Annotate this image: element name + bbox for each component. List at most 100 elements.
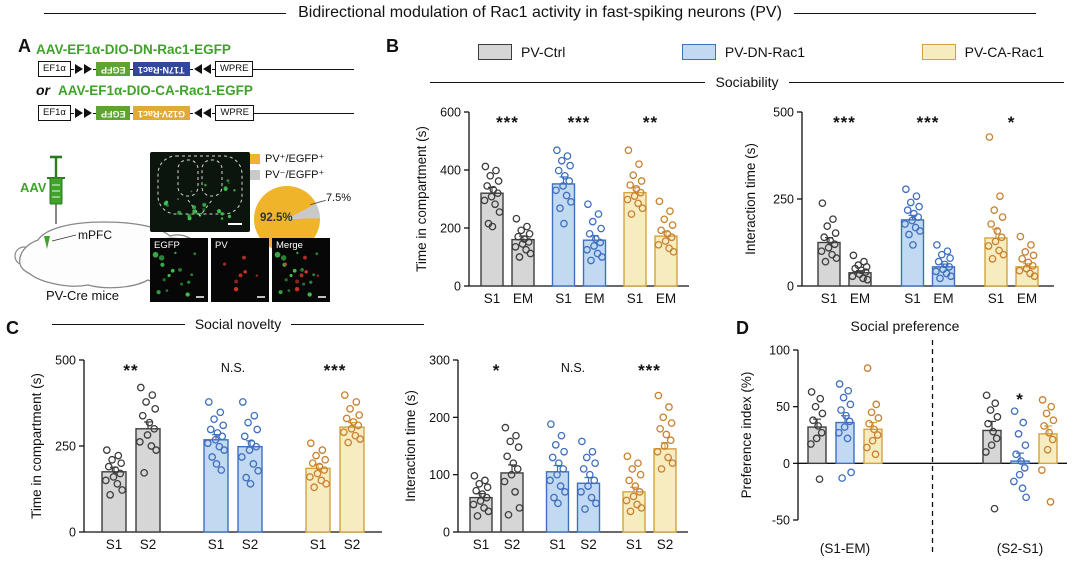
legend-swatch-ctrl [478, 44, 512, 60]
svg-text:EM: EM [850, 291, 870, 306]
novelty-title: Social novelty [194, 316, 282, 332]
svg-text:EM: EM [1017, 291, 1037, 306]
lox-site-icon [193, 108, 213, 118]
section-header-sociability: Sociability [430, 74, 1064, 90]
lox-site-icon [73, 108, 93, 118]
svg-text:**: ** [123, 361, 138, 380]
figure-title: Bidirectional modulation of Rac1 activit… [298, 4, 782, 21]
micrograph-row: EGFP PV Merge [150, 238, 330, 302]
svg-text:200: 200 [440, 222, 461, 236]
construct-gene-box: EGFP [95, 105, 131, 121]
svg-text:Interaction time (s): Interaction time (s) [743, 143, 758, 255]
svg-text:(S1-EM): (S1-EM) [820, 541, 870, 556]
svg-text:S1: S1 [484, 291, 501, 306]
svg-text:250: 250 [55, 440, 76, 454]
svg-text:S2: S2 [344, 537, 361, 552]
svg-text:S1: S1 [821, 291, 838, 306]
svg-text:0: 0 [783, 457, 790, 471]
title-rule-left [44, 12, 287, 14]
svg-text:50: 50 [776, 400, 790, 414]
svg-text:0: 0 [443, 526, 450, 540]
pie-legend-item: PV⁻/EGFP⁺ [250, 168, 324, 181]
svg-text:250: 250 [773, 193, 794, 207]
panel-b-label: B [386, 36, 399, 56]
svg-text:S2: S2 [657, 537, 674, 552]
construct-diagram: EF1α EGFP T17N-Rac1 WPRE [38, 60, 356, 78]
svg-text:S1: S1 [106, 537, 123, 552]
chart-sociability-interaction-time: 0 250 500 Interaction time (s) S1 EM *** S1 EM **… [742, 94, 1064, 314]
svg-text:EM: EM [513, 291, 533, 306]
svg-text:N.S.: N.S. [221, 361, 245, 375]
construct-element-box: EF1α [38, 105, 71, 121]
svg-text:S1: S1 [549, 537, 566, 552]
chart-preference-index: -50 0 50 100 Preference index (%) (S1-EM) * (S2… [738, 336, 1075, 558]
mouse-line-label: PV-Cre mice [46, 288, 119, 303]
chart-novelty-compartment-time: 0 250 500 Time in compartment (s) S1 S2 ** S1 S2… [28, 336, 390, 558]
micrograph-label: EGFP [154, 240, 180, 251]
sociability-rule-right [788, 81, 1064, 83]
legend-swatch-dn [681, 44, 716, 60]
svg-text:200: 200 [429, 411, 450, 425]
pie-legend-label: PV⁻/EGFP⁺ [265, 169, 325, 181]
legend-item-ctrl: PV-Ctrl [478, 44, 565, 60]
pie-legend-item: PV⁺/EGFP⁺ [250, 152, 324, 165]
svg-text:S2: S2 [242, 537, 259, 552]
legend-label: PV-DN-Rac1 [724, 44, 806, 60]
svg-text:N.S.: N.S. [561, 361, 585, 375]
svg-text:-50: -50 [772, 514, 790, 528]
figure-title-row: Bidirectional modulation of Rac1 activit… [44, 4, 1036, 22]
chart-svg-nov-inter: 0 100 200 300 Interaction time (s) S1 S2 * S1 S2 N… [403, 354, 688, 552]
svg-text:Time in compartment (s): Time in compartment (s) [29, 373, 44, 519]
svg-text:0: 0 [69, 526, 76, 540]
pie-legend-swatch [250, 153, 260, 164]
svg-text:Time in compartment (s): Time in compartment (s) [414, 126, 429, 272]
legend-item-dn: PV-DN-Rac1 [681, 44, 806, 60]
construct-name: AAV-EF1α-DIO-DN-Rac1-EGFP [36, 42, 231, 57]
svg-text:*: * [1016, 390, 1024, 409]
svg-text:S1: S1 [208, 537, 225, 552]
syringe-icon [47, 155, 65, 224]
novelty-rule-right [291, 323, 425, 325]
svg-text:500: 500 [55, 354, 76, 368]
construct-name: AAV-EF1α-DIO-CA-Rac1-EGFP [58, 83, 253, 98]
svg-text:0: 0 [787, 280, 794, 294]
mpfc-label: mPFC [78, 228, 112, 242]
svg-text:S1: S1 [627, 291, 644, 306]
chart-svg-nov-time: 0 250 500 Time in compartment (s) S1 S2 ** S1 S2… [29, 354, 382, 552]
svg-text:EM: EM [933, 291, 953, 306]
aav-construct-diagrams: AAV-EF1α-DIO-DN-Rac1-EGFP EF1α EGFP T17N-Ra… [36, 42, 366, 126]
aav-label: AAV [20, 180, 47, 195]
lox-site-icon [192, 64, 212, 74]
construct-gene-box: T17N-Rac1 [133, 61, 190, 77]
svg-text:0: 0 [454, 280, 461, 294]
svg-text:***: *** [917, 113, 940, 132]
svg-text:400: 400 [440, 164, 461, 178]
construct-element-box: EF1α [38, 61, 71, 77]
pie-legend: PV⁺/EGFP⁺ PV⁻/EGFP⁺ [250, 152, 324, 184]
svg-text:***: *** [833, 113, 856, 132]
legend-item-ca: PV-CA-Rac1 [921, 44, 1044, 60]
svg-text:S1: S1 [626, 537, 643, 552]
svg-text:***: *** [638, 361, 661, 380]
panel-a: A AAV-EF1α-DIO-DN-Rac1-EGFP EF1α EGFP T17N-… [10, 34, 378, 334]
panel-c-label: C [6, 318, 19, 338]
micrograph-tile-egfp: EGFP [150, 238, 208, 302]
section-header-social-preference: Social preference [850, 318, 960, 334]
pie-legend-swatch [250, 169, 260, 180]
svg-text:S1: S1 [555, 291, 572, 306]
micrograph-label: PV [215, 240, 228, 251]
svg-text:Interaction time (s): Interaction time (s) [403, 390, 418, 502]
svg-text:S1: S1 [904, 291, 921, 306]
svg-text:S1: S1 [310, 537, 327, 552]
chart-svg-pref: -50 0 50 100 Preference index (%) (S1-EM) * (S2… [739, 340, 1067, 556]
chart-sociability-compartment-time: 0 200 400 600 Time in compartment (s) S1 EM ***… [413, 94, 695, 314]
construct-gene-box: EGFP [95, 61, 131, 77]
micrograph-tile-pv: PV [211, 238, 269, 302]
svg-text:S1: S1 [473, 537, 490, 552]
svg-text:***: *** [496, 113, 519, 132]
svg-text:(S2-S1): (S2-S1) [997, 541, 1044, 556]
svg-text:EM: EM [656, 291, 676, 306]
svg-text:S2: S2 [580, 537, 597, 552]
construct-element-box: WPRE [215, 105, 254, 121]
